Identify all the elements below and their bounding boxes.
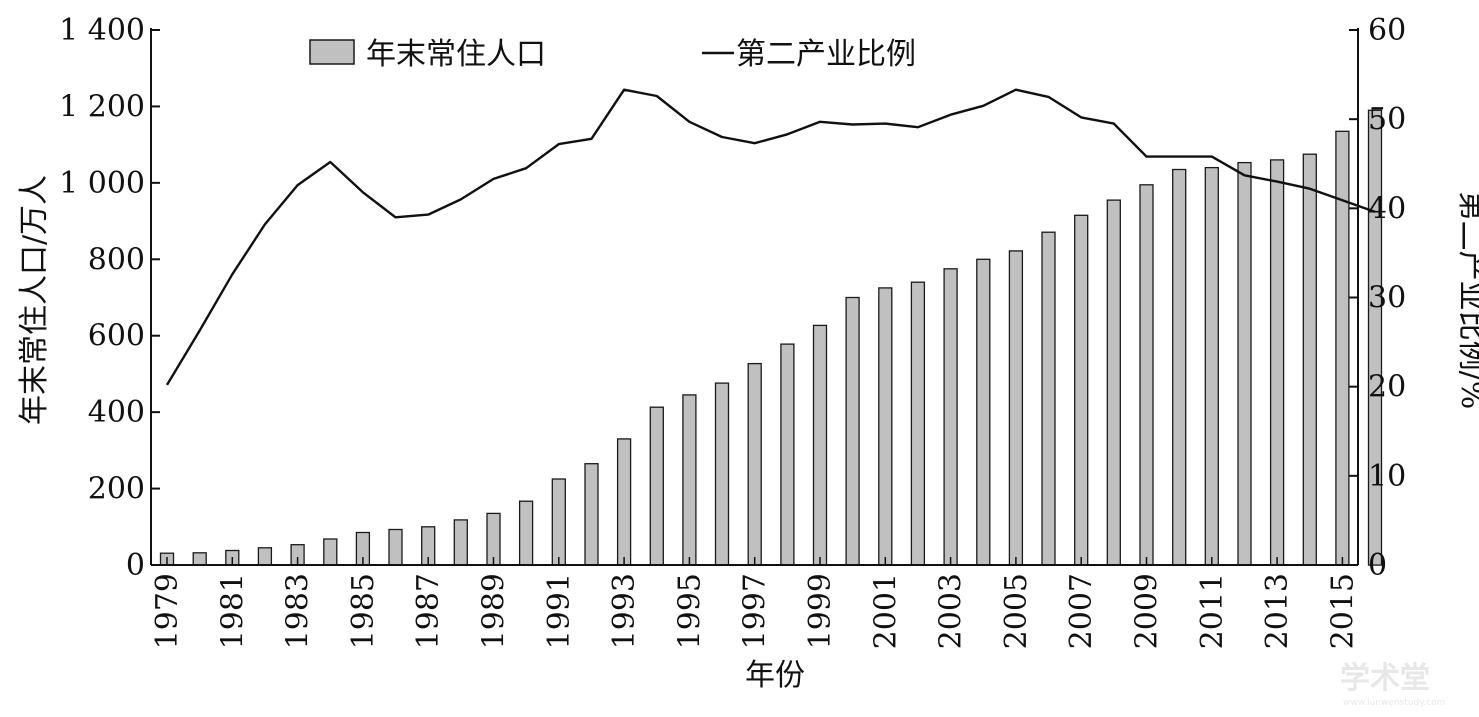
watermark-logo: 学术堂 www.lunwenstudy.com [1340,661,1445,708]
bar-2015 [1335,130,1350,566]
bar-2013 [1269,159,1285,566]
x-tick-label: 1985 [346,573,381,649]
x-tick-label: 2011 [1195,573,1230,649]
y-right-tick-label: 50 [1368,102,1406,137]
y-left-tick-label: 1 200 [59,89,145,124]
y-left-tick-label: 1 000 [59,166,145,201]
x-tick-label: 1999 [803,573,838,649]
bar-1984 [323,538,338,566]
x-tick-label: 2015 [1325,573,1360,649]
y-right-tick-label: 0 [1368,548,1387,583]
x-tick-label: 1987 [411,573,446,649]
x-tick-label: 1993 [607,573,642,649]
legend: 年末常住人口 第二产业比例 [309,37,916,72]
x-tick-label: 1979 [150,573,185,649]
x-tick-label: 1989 [477,573,512,649]
axes-layer: 0 200 400 600 800 1 000 1 200 1 400 0 10 20 30 40 50 6… [59,13,1406,649]
bar-1993 [616,438,632,566]
y-right-tick-label: 40 [1368,191,1406,226]
bar-1998 [780,343,795,566]
bar-2011 [1204,166,1219,566]
bar-2003 [943,268,958,566]
y-right-tick-label: 30 [1368,281,1406,316]
bar-2010 [1172,168,1187,566]
y-left-tick-label: 200 [88,472,145,507]
x-tick-label: 2003 [934,573,969,649]
legend-bar-label: 年末常住人口 [366,37,546,72]
bar-1996 [714,382,730,566]
x-tick-label: 2009 [1130,573,1165,649]
bar-1990 [518,500,534,566]
line-series-industry-ratio [165,88,1376,386]
bar-1999 [812,324,828,566]
x-tick-label: 2013 [1260,573,1295,649]
bar-2007 [1074,214,1089,566]
svg-text:www.lunwenstudy.com: www.lunwenstudy.com [1343,698,1445,708]
bar-2012 [1237,161,1252,566]
legend-bar-swatch [309,39,355,65]
bar-1991 [551,478,566,566]
bar-2005 [1008,250,1024,566]
x-tick-label: 1981 [215,573,250,649]
x-tick-label: 2001 [868,573,903,649]
legend-line-label: 第二产业比例 [736,37,916,72]
y-right-axis-title: 第二产业比例/% [1454,191,1479,410]
y-right-tick-label: 10 [1368,459,1406,494]
x-tick-label: 2007 [1064,573,1099,649]
x-tick-label: 1995 [672,573,707,649]
bar-1988 [453,519,468,566]
bar-2001 [878,287,893,566]
svg-text:学术堂: 学术堂 [1340,661,1430,696]
y-left-tick-label: 600 [88,319,145,354]
y-left-tick-label: 0 [126,548,145,583]
y-right-tick-label: 60 [1368,13,1406,48]
bar-1992 [584,463,599,566]
x-tick-label: 1983 [281,573,316,649]
x-tick-label: 2005 [999,573,1034,649]
y-left-tick-label: 1 400 [59,13,145,48]
line-layer [165,88,1376,386]
x-axis-title: 年份 [745,658,805,693]
bar-1995 [682,394,697,566]
y-left-tick-label: 800 [88,242,145,277]
bar-2000 [845,296,860,566]
bar-2004 [976,258,991,566]
y-left-axis-title: 年末常住人口/万人 [17,175,52,425]
bar-1980 [192,552,207,566]
y-right-tick-label: 20 [1368,370,1406,405]
bar-1982 [257,547,273,566]
bar-2002 [910,281,926,566]
bar-2016 [1367,109,1383,566]
x-tick-label: 1997 [738,573,773,649]
bar-1994 [649,406,664,566]
bar-2006 [1041,231,1056,566]
bar-2008 [1106,199,1121,566]
bar-1986 [388,528,403,566]
y-left-tick-label: 400 [88,395,145,430]
bar-1997 [747,362,762,566]
x-tick-label: 1991 [542,573,577,649]
bar-2014 [1302,153,1317,566]
bar-2009 [1139,184,1154,566]
bars-layer [159,109,1383,566]
